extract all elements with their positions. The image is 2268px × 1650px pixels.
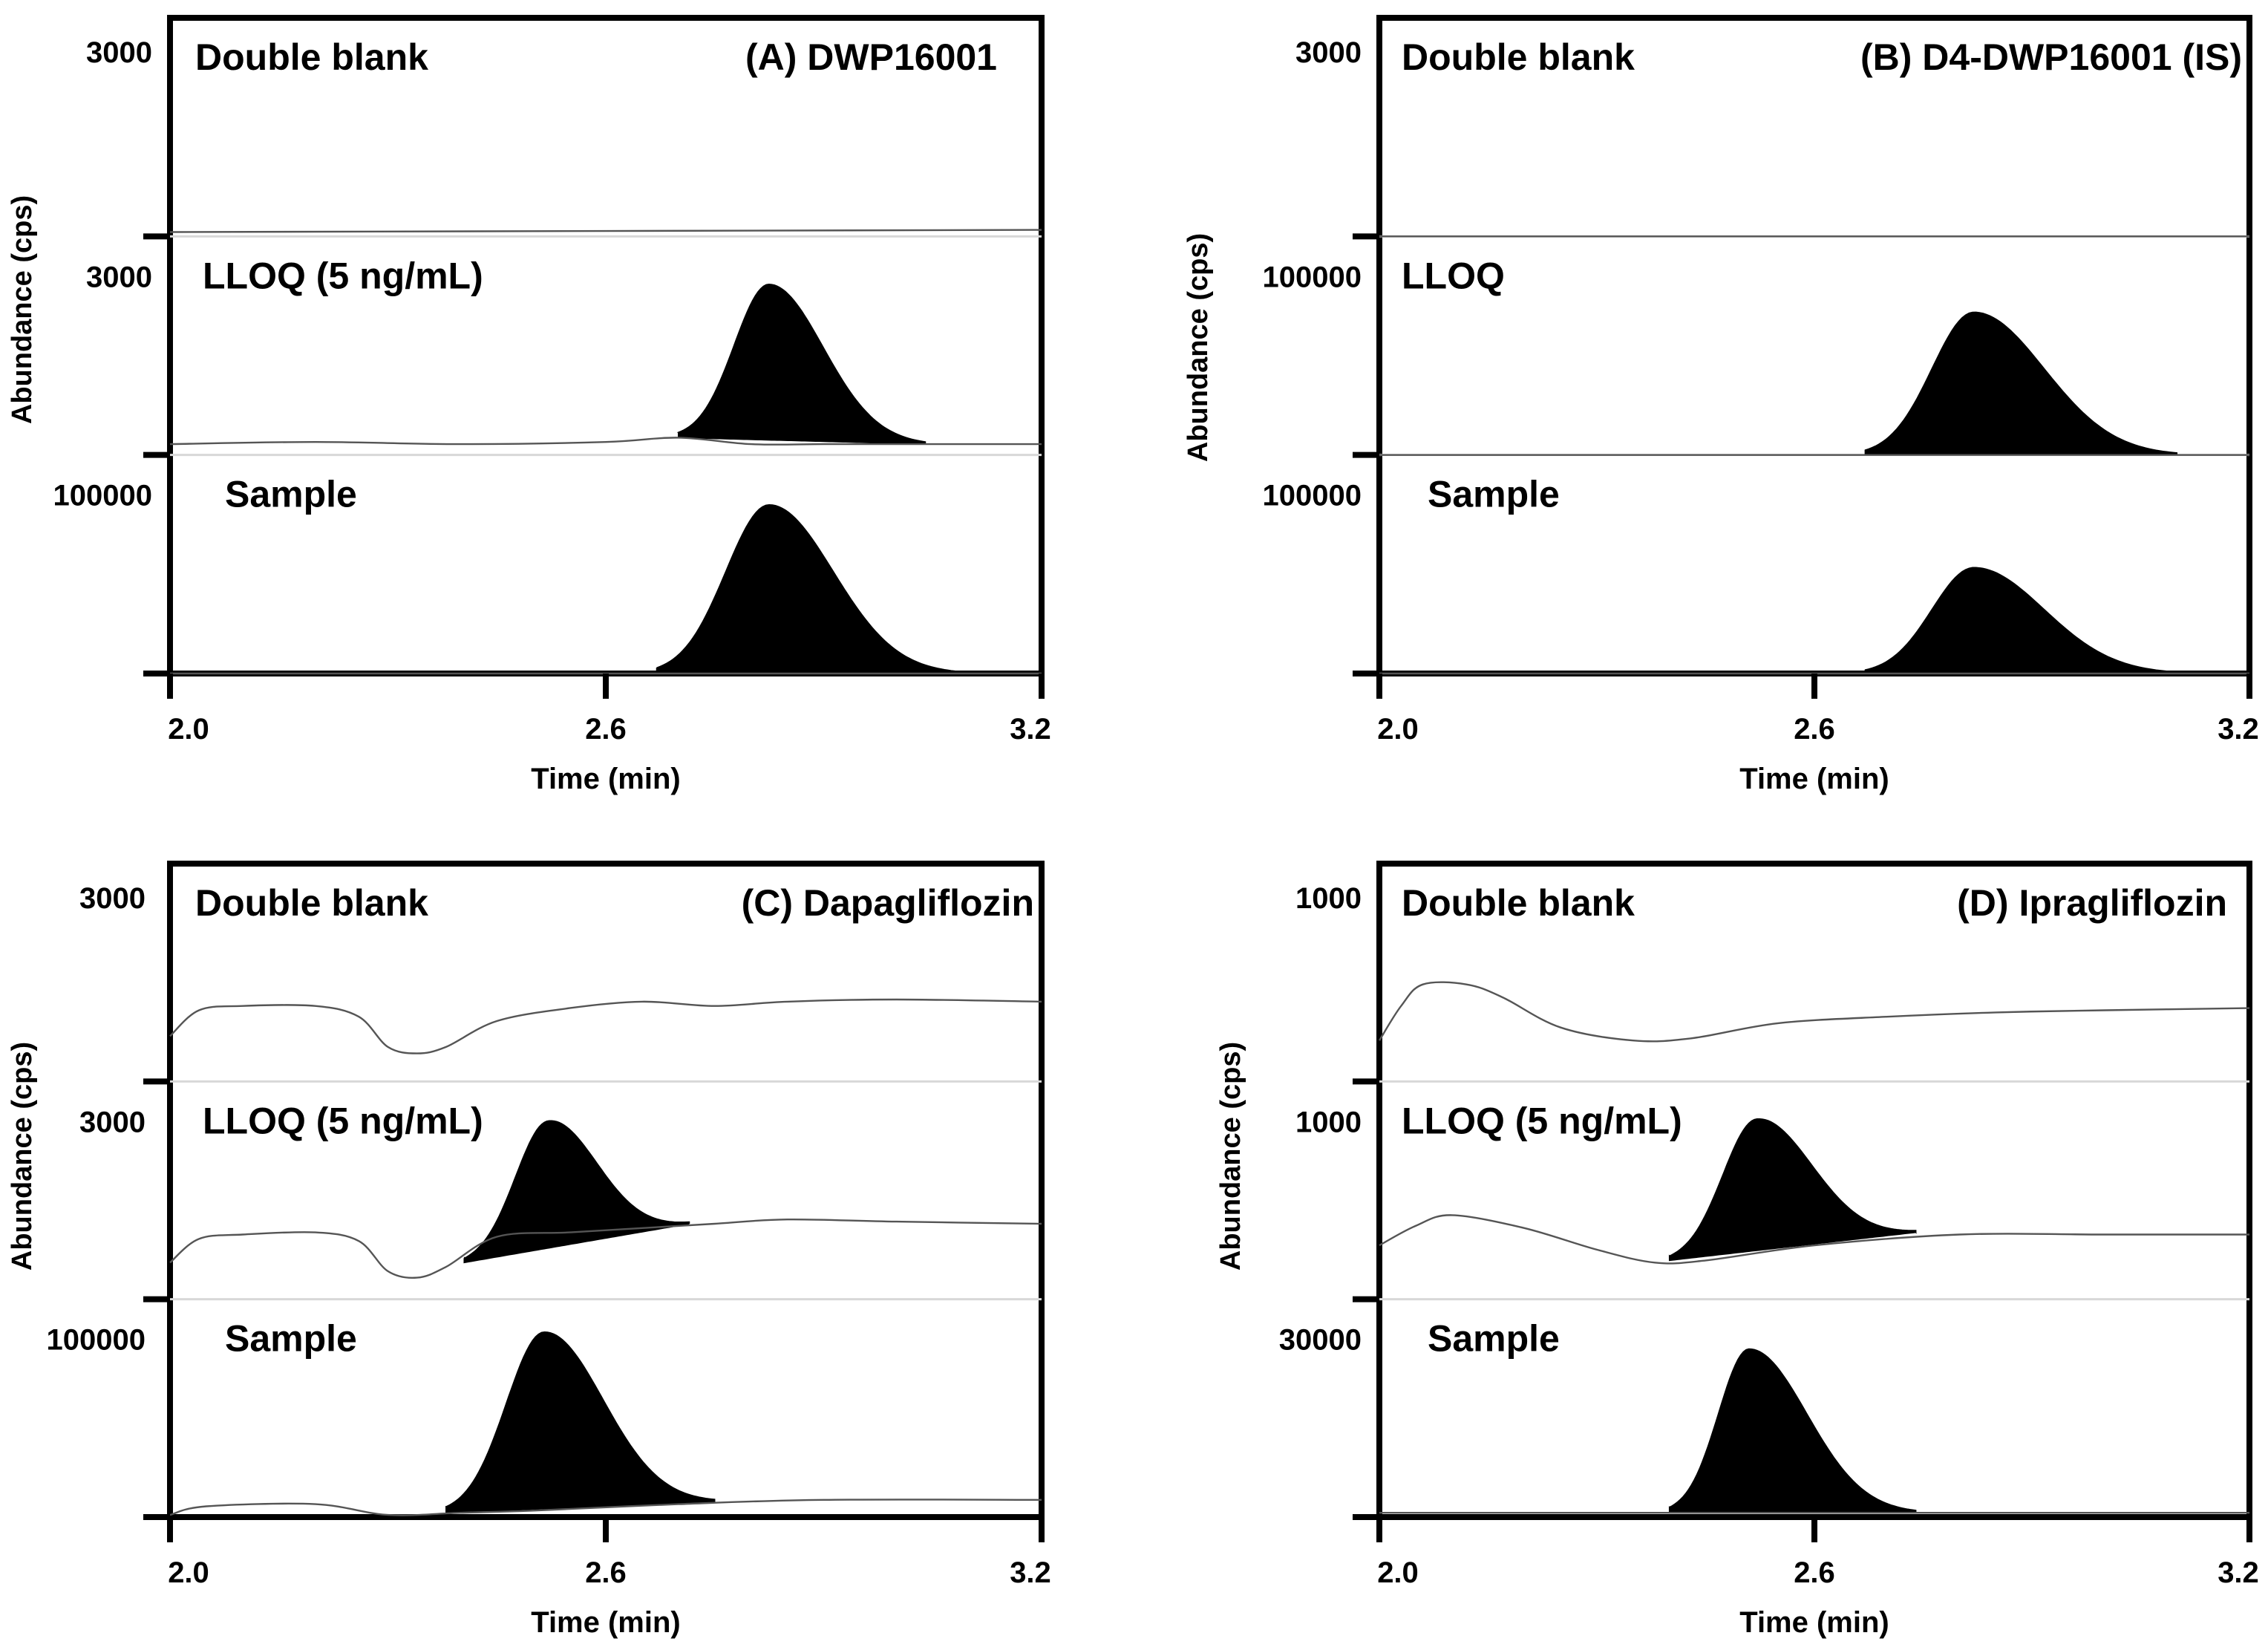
x-tick-label: 3.2 [1010, 713, 1051, 746]
y-max-label: 30000 [1279, 1324, 1362, 1357]
y-max-label: 100000 [1263, 480, 1362, 512]
plot-frame [167, 15, 1045, 676]
x-tick-label: 2.6 [585, 713, 627, 746]
y-max-label: 100000 [1263, 261, 1362, 293]
peak-area [1864, 311, 2178, 456]
peak-area [1864, 567, 2178, 674]
y-max-label: 3000 [79, 882, 146, 915]
x-tick-label: 2.0 [1377, 713, 1419, 746]
chart-panel-c: Double blank 3000 LLOQ (5 ng/mL) 3000 Sample… [7, 861, 1051, 1639]
series-name-label: LLOQ [1402, 255, 1505, 296]
series-0: Double blank 3000 [1295, 36, 2249, 240]
y-max-label: 3000 [86, 36, 152, 69]
y-axis-title: Abundance (cps) [7, 195, 38, 424]
series-2: Sample 30000 [1279, 1318, 2249, 1514]
series-2: Sample 100000 [1263, 474, 2249, 675]
series-0: Double blank 3000 [86, 36, 1042, 240]
peak-area [656, 503, 955, 674]
y-max-label: 100000 [47, 1324, 146, 1357]
trace-line [169, 229, 1042, 233]
peak-area [1668, 1348, 1917, 1513]
peak-area [676, 284, 927, 445]
panel-title: (B) D4-DWP16001 (IS) [1860, 36, 2242, 78]
y-axis-title: Abundance (cps) [1215, 1042, 1246, 1271]
y-axis-title: Abundance (cps) [1183, 233, 1214, 462]
series-1: LLOQ (5 ng/mL) 1000 [1295, 1100, 2249, 1302]
series-name-label: LLOQ (5 ng/mL) [1402, 1100, 1682, 1141]
trace-line [169, 1499, 1042, 1516]
series-1: LLOQ (5 ng/mL) 3000 [79, 1100, 1042, 1302]
peak-area [445, 1331, 716, 1513]
x-tick-label: 2.6 [1794, 1556, 1835, 1589]
series-name-label: Sample [225, 1318, 357, 1360]
trace-line [169, 437, 1042, 446]
x-tick-label: 2.0 [168, 1556, 209, 1589]
panel-title: (A) DWP16001 [745, 36, 997, 78]
y-max-label: 1000 [1295, 882, 1362, 915]
y-max-label: 100000 [53, 480, 152, 512]
x-tick-label: 3.2 [1010, 1556, 1051, 1589]
trace-line [1378, 981, 2250, 1043]
trace-line [169, 1218, 1042, 1279]
x-tick-label: 3.2 [2218, 1556, 2259, 1589]
panel-title: (D) Ipragliflozin [1957, 882, 2227, 924]
series-name-label: LLOQ (5 ng/mL) [203, 1100, 483, 1141]
x-tick-label: 3.2 [2218, 713, 2259, 746]
trace-line [169, 998, 1042, 1054]
chart-panel-b: Double blank 3000 LLOQ 100000 Sample 100000 (B… [1183, 15, 2259, 795]
x-axis-title: Time (min) [1739, 1606, 1889, 1639]
y-axis-title: Abundance (cps) [7, 1042, 38, 1271]
x-axis-title: Time (min) [531, 763, 681, 795]
x-axis-title: Time (min) [1739, 763, 1889, 795]
y-max-label: 3000 [86, 261, 152, 293]
x-tick-label: 2.6 [1794, 713, 1835, 746]
series-name-label: Sample [1428, 1318, 1560, 1360]
trace-line [1379, 1214, 2249, 1265]
chart-panel-d: Double blank 1000 LLOQ (5 ng/mL) 1000 Sample… [1215, 861, 2259, 1639]
series-0: Double blank 3000 [79, 882, 1042, 1085]
series-name-label: Double blank [195, 36, 428, 78]
plot-frame [1376, 15, 2252, 676]
y-max-label: 3000 [79, 1106, 146, 1138]
series-name-label: Sample [225, 474, 357, 515]
panel-title: (C) Dapagliflozin [742, 882, 1034, 924]
series-name-label: LLOQ (5 ng/mL) [203, 255, 483, 296]
series-1: LLOQ (5 ng/mL) 3000 [86, 255, 1042, 458]
x-tick-label: 2.6 [585, 1556, 627, 1589]
peak-area [463, 1120, 690, 1264]
series-name-label: Double blank [1402, 882, 1635, 924]
x-tick-label: 2.0 [168, 713, 209, 746]
series-0: Double blank 1000 [1295, 882, 2250, 1085]
series-name-label: Double blank [1402, 36, 1635, 78]
y-max-label: 3000 [1295, 36, 1362, 69]
peak-area [1668, 1118, 1917, 1262]
x-axis-title: Time (min) [531, 1606, 681, 1639]
series-name-label: Double blank [195, 882, 428, 924]
x-tick-label: 2.0 [1377, 1556, 1419, 1589]
series-2: Sample 100000 [53, 474, 1042, 675]
series-name-label: Sample [1428, 474, 1560, 515]
series-2: Sample 100000 [47, 1318, 1042, 1516]
chart-panel-a: Double blank 3000 LLOQ (5 ng/mL) 3000 Sample… [7, 15, 1051, 795]
y-max-label: 1000 [1295, 1106, 1362, 1138]
series-1: LLOQ 100000 [1263, 255, 2249, 458]
